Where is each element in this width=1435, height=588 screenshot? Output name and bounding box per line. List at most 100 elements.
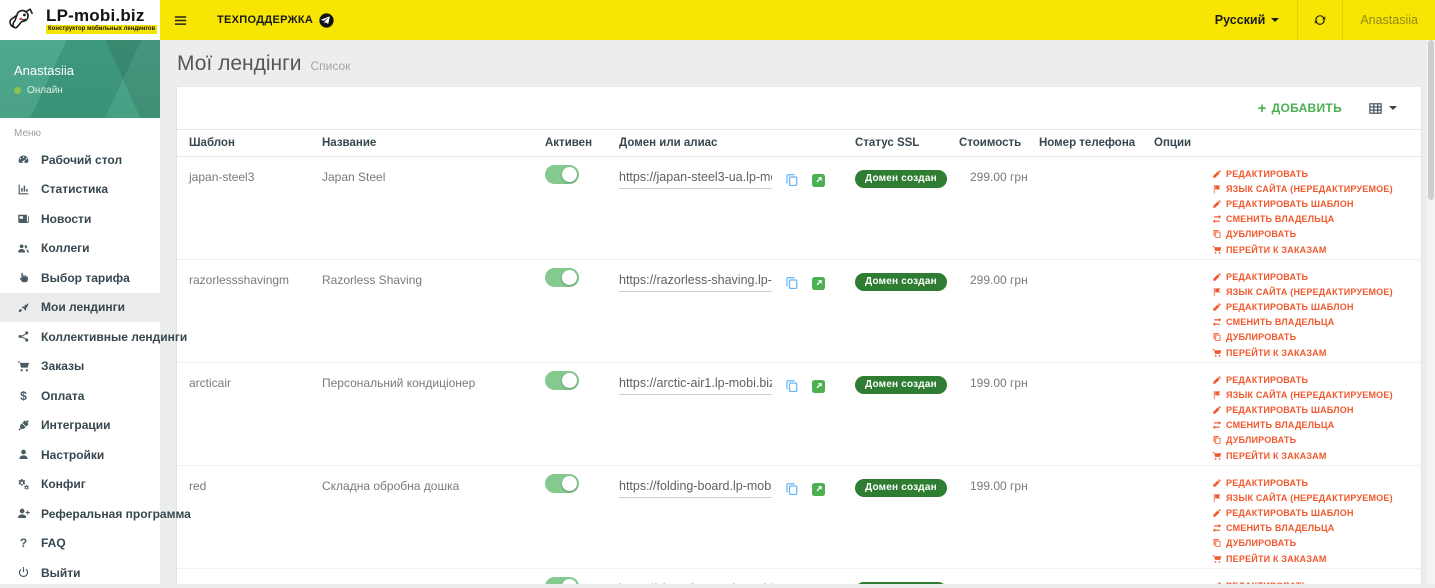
sidebar-item-logout[interactable]: Выйти (0, 558, 160, 588)
option-link[interactable]: ДУБЛИРОВАТЬ (1212, 536, 1415, 551)
open-site-icon[interactable] (812, 174, 825, 187)
open-site-icon[interactable] (812, 483, 825, 496)
row-landing-name: Складна обробна дошка (322, 479, 459, 493)
option-label: РЕДАКТИРОВАТЬ ШАБЛОН (1226, 199, 1354, 209)
option-link[interactable]: ЯЗЫК САЙТА (НЕРЕДАКТИРУЕМОЕ) (1212, 181, 1415, 196)
option-link[interactable]: ДУБЛИРОВАТЬ (1212, 330, 1415, 345)
option-link[interactable]: РЕДАКТИРОВАТЬ ШАБЛОН (1212, 299, 1415, 314)
domain-input[interactable] (619, 376, 772, 395)
option-link[interactable]: РЕДАКТИРОВАТЬ (1212, 269, 1415, 284)
user-icon (15, 448, 32, 462)
sidebar-item-label: Коллеги (41, 241, 90, 255)
option-link[interactable]: РЕДАКТИРОВАТЬ ШАБЛОН (1212, 505, 1415, 520)
option-link[interactable]: СМЕНИТЬ ВЛАДЕЛЬЦА (1212, 212, 1415, 227)
option-link[interactable]: ЯЗЫК САЙТА (НЕРЕДАКТИРУЕМОЕ) (1212, 387, 1415, 402)
sidebar-item-payment[interactable]: $ Оплата (0, 381, 160, 411)
sidebar-item-referral[interactable]: Реферальная программа (0, 499, 160, 529)
option-link[interactable]: РЕДАКТИРОВАТЬ ШАБЛОН (1212, 402, 1415, 417)
copy-domain-icon[interactable] (785, 276, 799, 290)
cogs-icon (15, 477, 32, 491)
support-button[interactable]: ТЕХПОДДЕРЖКА (201, 0, 350, 40)
language-select[interactable]: Русский (1197, 0, 1298, 40)
vertical-scrollbar[interactable] (1427, 40, 1435, 584)
option-link[interactable]: РЕДАКТИРОВАТЬ (1212, 166, 1415, 181)
option-link[interactable]: СМЕНИТЬ ВЛАДЕЛЬЦА (1212, 521, 1415, 536)
brand-logo[interactable]: LP-mobi.biz Конструктор мобильных лендин… (0, 0, 160, 40)
option-link[interactable]: РЕДАКТИРОВАТЬ (1212, 475, 1415, 490)
sidebar-user-name: Anastasiia (14, 63, 160, 78)
sidebar-item-label: Оплата (41, 389, 84, 403)
edit-icon (1212, 169, 1222, 179)
copy-domain-icon[interactable] (785, 173, 799, 187)
open-site-icon[interactable] (812, 277, 825, 290)
active-toggle[interactable] (545, 268, 579, 287)
option-link[interactable]: РЕДАКТИРОВАТЬ ШАБЛОН (1212, 196, 1415, 211)
copy-domain-icon[interactable] (785, 482, 799, 496)
sidebar-item-statistics[interactable]: Статистика (0, 175, 160, 205)
add-landing-button[interactable]: + ДОБАВИТЬ (1258, 101, 1342, 116)
active-toggle[interactable] (545, 165, 579, 184)
current-user-name: Anastasiia (1360, 13, 1418, 27)
copy-domain-icon[interactable] (785, 379, 799, 393)
sidebar-toggle-button[interactable] (160, 0, 201, 40)
refresh-button[interactable] (1297, 0, 1343, 40)
option-label: РЕДАКТИРОВАТЬ ШАБЛОН (1226, 405, 1354, 415)
edit-icon (1212, 508, 1222, 518)
duplicate-icon (1212, 229, 1222, 239)
online-status-label: Онлайн (27, 85, 63, 96)
sidebar-item-settings[interactable]: Настройки (0, 440, 160, 470)
sidebar-item-orders[interactable]: Заказы (0, 352, 160, 382)
active-toggle[interactable] (545, 577, 579, 584)
sidebar-item-news[interactable]: Новости (0, 204, 160, 234)
option-link[interactable]: ПЕРЕЙТИ К ЗАКАЗАМ (1212, 448, 1415, 463)
sidebar-item-config[interactable]: Конфиг (0, 470, 160, 500)
sidebar-item-landings[interactable]: Мои лендинги (0, 293, 160, 323)
sidebar-item-integrations[interactable]: Интеграции (0, 411, 160, 441)
sidebar-item-faq[interactable]: ? FAQ (0, 529, 160, 559)
domain-input[interactable] (619, 170, 772, 189)
column-header-3: Домен или алиас (619, 130, 855, 157)
table-grid-icon (1368, 101, 1383, 116)
option-label: ЯЗЫК САЙТА (НЕРЕДАКТИРУЕМОЕ) (1226, 493, 1393, 503)
duplicate-icon (1212, 435, 1222, 445)
view-mode-button[interactable] (1368, 101, 1397, 116)
option-label: РЕДАКТИРОВАТЬ ШАБЛОН (1226, 508, 1354, 518)
option-link[interactable]: СМЕНИТЬ ВЛАДЕЛЬЦА (1212, 315, 1415, 330)
table-row: japan-steel3 Japan Steel (177, 157, 1421, 260)
ssl-status-badge: Домен создан (855, 170, 947, 188)
option-link[interactable]: ПЕРЕЙТИ К ЗАКАЗАМ (1212, 242, 1415, 257)
domain-input[interactable] (619, 479, 772, 498)
landings-icon (15, 300, 32, 314)
scrollbar-thumb[interactable] (1428, 40, 1434, 200)
option-label: РЕДАКТИРОВАТЬ (1226, 169, 1308, 179)
sidebar-item-colleagues[interactable]: Коллеги (0, 234, 160, 264)
edit-icon (1212, 375, 1222, 385)
option-link[interactable]: РЕДАКТИРОВАТЬ (1212, 578, 1415, 584)
row-template-id: japan-steel3 (189, 170, 254, 184)
row-options-list: РЕДАКТИРОВАТЬ ЯЗЫК САЙТА (НЕРЕДАКТИРУЕМО… (1212, 166, 1415, 257)
option-link[interactable]: СМЕНИТЬ ВЛАДЕЛЬЦА (1212, 418, 1415, 433)
sidebar-item-collective[interactable]: Коллективные лендинги (0, 322, 160, 352)
sidebar-item-dashboard[interactable]: Рабочий стол (0, 145, 160, 175)
option-label: ПЕРЕЙТИ К ЗАКАЗАМ (1226, 245, 1327, 255)
option-link[interactable]: ЯЗЫК САЙТА (НЕРЕДАКТИРУЕМОЕ) (1212, 490, 1415, 505)
option-link[interactable]: ДУБЛИРОВАТЬ (1212, 227, 1415, 242)
option-label: ДУБЛИРОВАТЬ (1226, 435, 1296, 445)
sidebar-item-tariff[interactable]: Выбор тарифа (0, 263, 160, 293)
open-site-icon[interactable] (812, 380, 825, 393)
telegram-icon (319, 13, 334, 28)
option-link[interactable]: ДУБЛИРОВАТЬ (1212, 433, 1415, 448)
option-label: ПЕРЕЙТИ К ЗАКАЗАМ (1226, 554, 1327, 564)
option-link[interactable]: ЯЗЫК САЙТА (НЕРЕДАКТИРУЕМОЕ) (1212, 284, 1415, 299)
domain-input[interactable] (619, 273, 772, 292)
option-link[interactable]: ПЕРЕЙТИ К ЗАКАЗАМ (1212, 551, 1415, 566)
active-toggle[interactable] (545, 371, 579, 390)
option-link[interactable]: ПЕРЕЙТИ К ЗАКАЗАМ (1212, 345, 1415, 360)
option-label: ДУБЛИРОВАТЬ (1226, 538, 1296, 548)
current-user-button[interactable]: Anastasiia (1343, 0, 1435, 40)
column-header-2: Активен (545, 130, 619, 157)
option-link[interactable]: РЕДАКТИРОВАТЬ (1212, 372, 1415, 387)
support-label: ТЕХПОДДЕРЖКА (217, 14, 313, 26)
sidebar-item-label: Статистика (41, 182, 108, 196)
active-toggle[interactable] (545, 474, 579, 493)
